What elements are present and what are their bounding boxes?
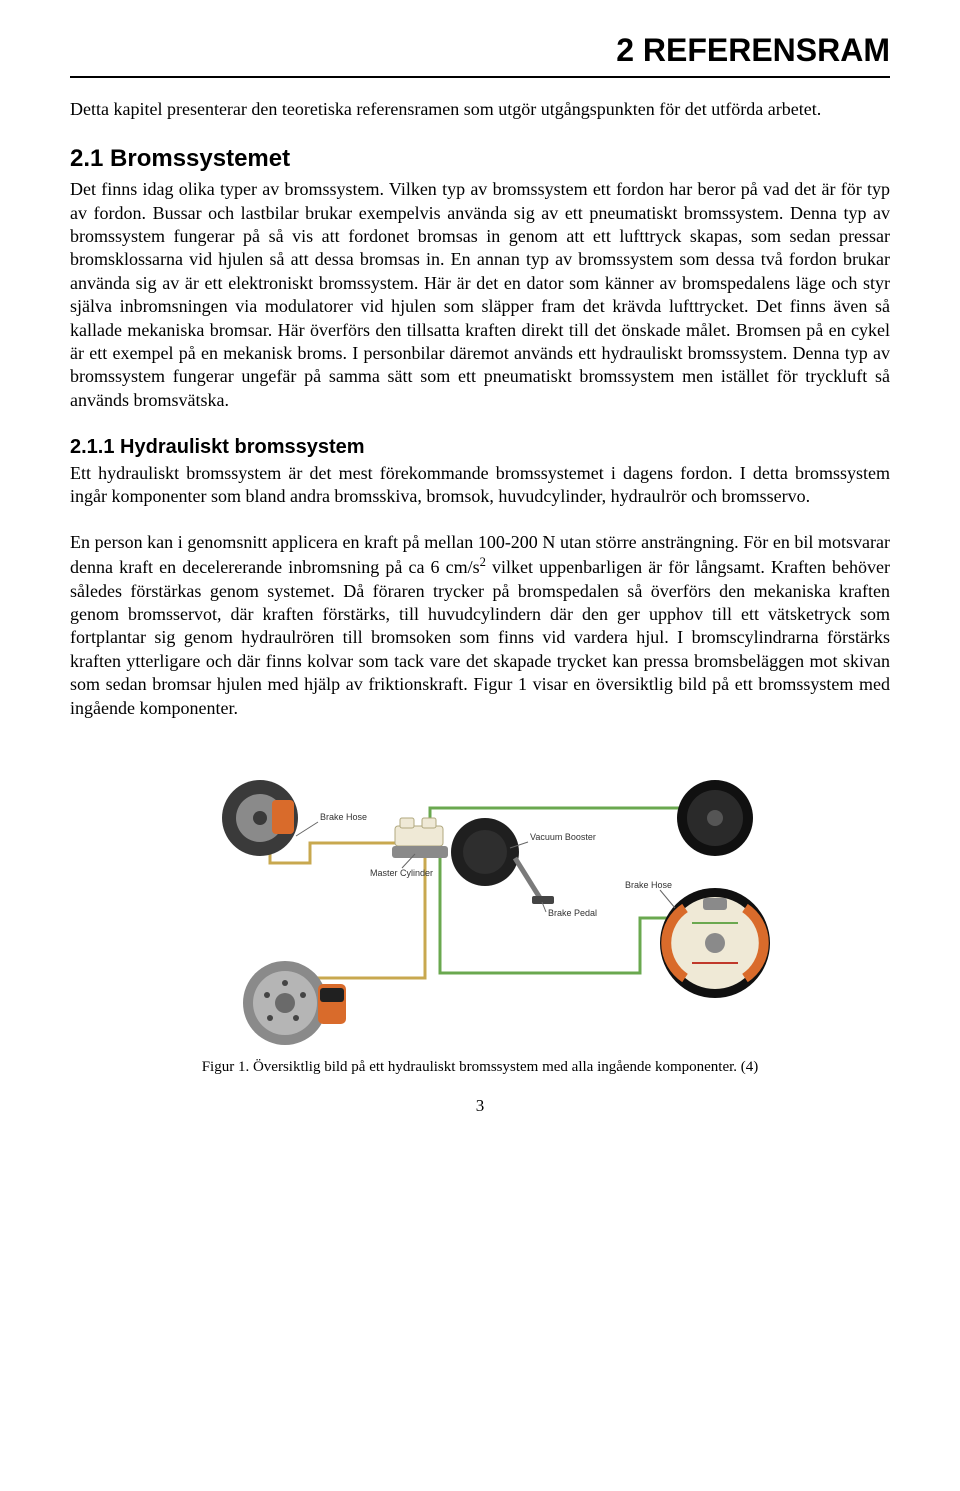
label-master-cylinder: Master Cylinder xyxy=(370,868,433,878)
drum-brake-top-right xyxy=(677,780,753,856)
section-2-1-body: Det finns idag olika typer av bromssyste… xyxy=(70,178,890,412)
intro-paragraph: Detta kapitel presenterar den teoretiska… xyxy=(70,98,890,121)
label-brake-hose-left: Brake Hose xyxy=(320,812,367,822)
section-2-1-1-p2: En person kan i genomsnitt applicera en … xyxy=(70,531,890,720)
figure-1-caption: Figur 1. Översiktlig bild på ett hydraul… xyxy=(70,1058,890,1078)
page-number: 3 xyxy=(70,1095,890,1117)
chapter-title: 2 REFERENSRAM xyxy=(70,30,890,78)
section-2-1-1-p1: Ett hydrauliskt bromssystem är det mest … xyxy=(70,462,890,509)
brake-system-diagram: Brake Hose Master Cylinder Vacuum Booste… xyxy=(170,748,790,1048)
label-vacuum-booster: Vacuum Booster xyxy=(530,832,596,842)
disc-brake-top-left xyxy=(222,780,298,856)
section-2-1-title: 2.1 Bromssystemet xyxy=(70,143,890,174)
label-brake-pedal: Brake Pedal xyxy=(548,908,597,918)
label-brake-hose-right: Brake Hose xyxy=(625,880,672,890)
p2-post: vilket uppenbarligen är för långsamt. Kr… xyxy=(70,557,890,717)
drum-brake-bottom-right xyxy=(660,888,770,998)
figure-1: Brake Hose Master Cylinder Vacuum Booste… xyxy=(70,748,890,1078)
section-2-1-1-title: 2.1.1 Hydrauliskt bromssystem xyxy=(70,434,890,460)
